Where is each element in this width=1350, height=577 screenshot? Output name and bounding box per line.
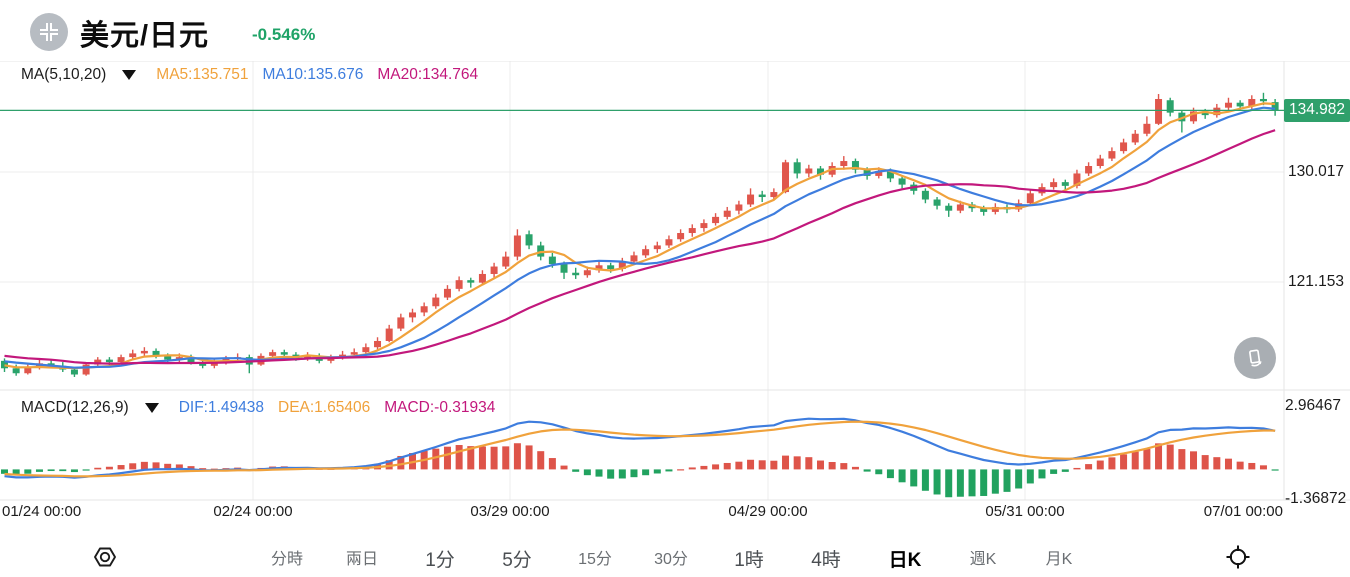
x-axis-label-5: 07/01 00:00 bbox=[1203, 503, 1283, 520]
header: 美元/日元 -0.546% bbox=[0, 0, 1350, 61]
interval-1分[interactable]: 1分 bbox=[425, 550, 455, 571]
current-price-tag: 134.982 bbox=[1284, 98, 1350, 122]
ma-value-1: MA10:135.676 bbox=[262, 66, 364, 83]
compress-corners-icon[interactable] bbox=[30, 13, 68, 51]
interval-30分[interactable]: 30分 bbox=[654, 551, 688, 568]
ma-indicator-row: MA(5,10,20) MA5:135.751 MA10:135.676 MA20:… bbox=[21, 66, 478, 84]
macd-value-0: DIF:1.49438 bbox=[178, 399, 264, 416]
macd-value-2: MACD:-0.31934 bbox=[384, 399, 496, 416]
x-axis-label-0: 01/24 00:00 bbox=[2, 503, 82, 520]
interval-toolbar: 分時 兩日 1分 5分 15分 30分 1時 4時 日K 週K 月K bbox=[0, 536, 1350, 577]
crosshair-icon[interactable] bbox=[1224, 543, 1252, 571]
x-axis-label-3: 04/29 00:00 bbox=[728, 503, 808, 520]
ma-value-0: MA5:135.751 bbox=[156, 66, 249, 83]
x-axis-label-4: 05/31 00:00 bbox=[985, 503, 1065, 520]
chevron-down-icon[interactable] bbox=[122, 70, 137, 80]
interval-週K[interactable]: 週K bbox=[969, 551, 997, 568]
rotate-screen-button[interactable] bbox=[1234, 337, 1276, 379]
interval-日K[interactable]: 日K bbox=[888, 550, 922, 571]
macd-indicator-label[interactable]: MACD(12,26,9) bbox=[21, 399, 129, 416]
macd-tick-1: -1.36872 bbox=[1285, 489, 1347, 507]
interval-15分[interactable]: 15分 bbox=[578, 551, 612, 568]
macd-value-1: DEA:1.65406 bbox=[278, 399, 371, 416]
interval-分時[interactable]: 分時 bbox=[270, 551, 304, 568]
x-axis-label-2: 03/29 00:00 bbox=[470, 503, 550, 520]
ma-value-2: MA20:134.764 bbox=[377, 66, 479, 83]
interval-兩日[interactable]: 兩日 bbox=[345, 551, 379, 568]
interval-1時[interactable]: 1時 bbox=[734, 550, 764, 571]
macd-indicator-row: MACD(12,26,9) DIF:1.49438 DEA:1.65406 MACD… bbox=[21, 399, 495, 417]
page-title: 美元/日元 bbox=[80, 20, 210, 52]
display-settings-icon[interactable] bbox=[91, 543, 119, 571]
price-tick-0: 130.017 bbox=[1288, 163, 1345, 180]
price-tick-1: 121.153 bbox=[1288, 273, 1345, 290]
interval-5分[interactable]: 5分 bbox=[502, 550, 532, 571]
x-axis-label-1: 02/24 00:00 bbox=[213, 503, 293, 520]
chevron-down-icon[interactable] bbox=[144, 403, 159, 413]
interval-4時[interactable]: 4時 bbox=[811, 550, 841, 571]
interval-月K[interactable]: 月K bbox=[1045, 551, 1073, 568]
change-percent: -0.546% bbox=[252, 25, 316, 44]
macd-tick-0: 2.96467 bbox=[1285, 396, 1342, 414]
ma-indicator-label[interactable]: MA(5,10,20) bbox=[21, 66, 107, 83]
